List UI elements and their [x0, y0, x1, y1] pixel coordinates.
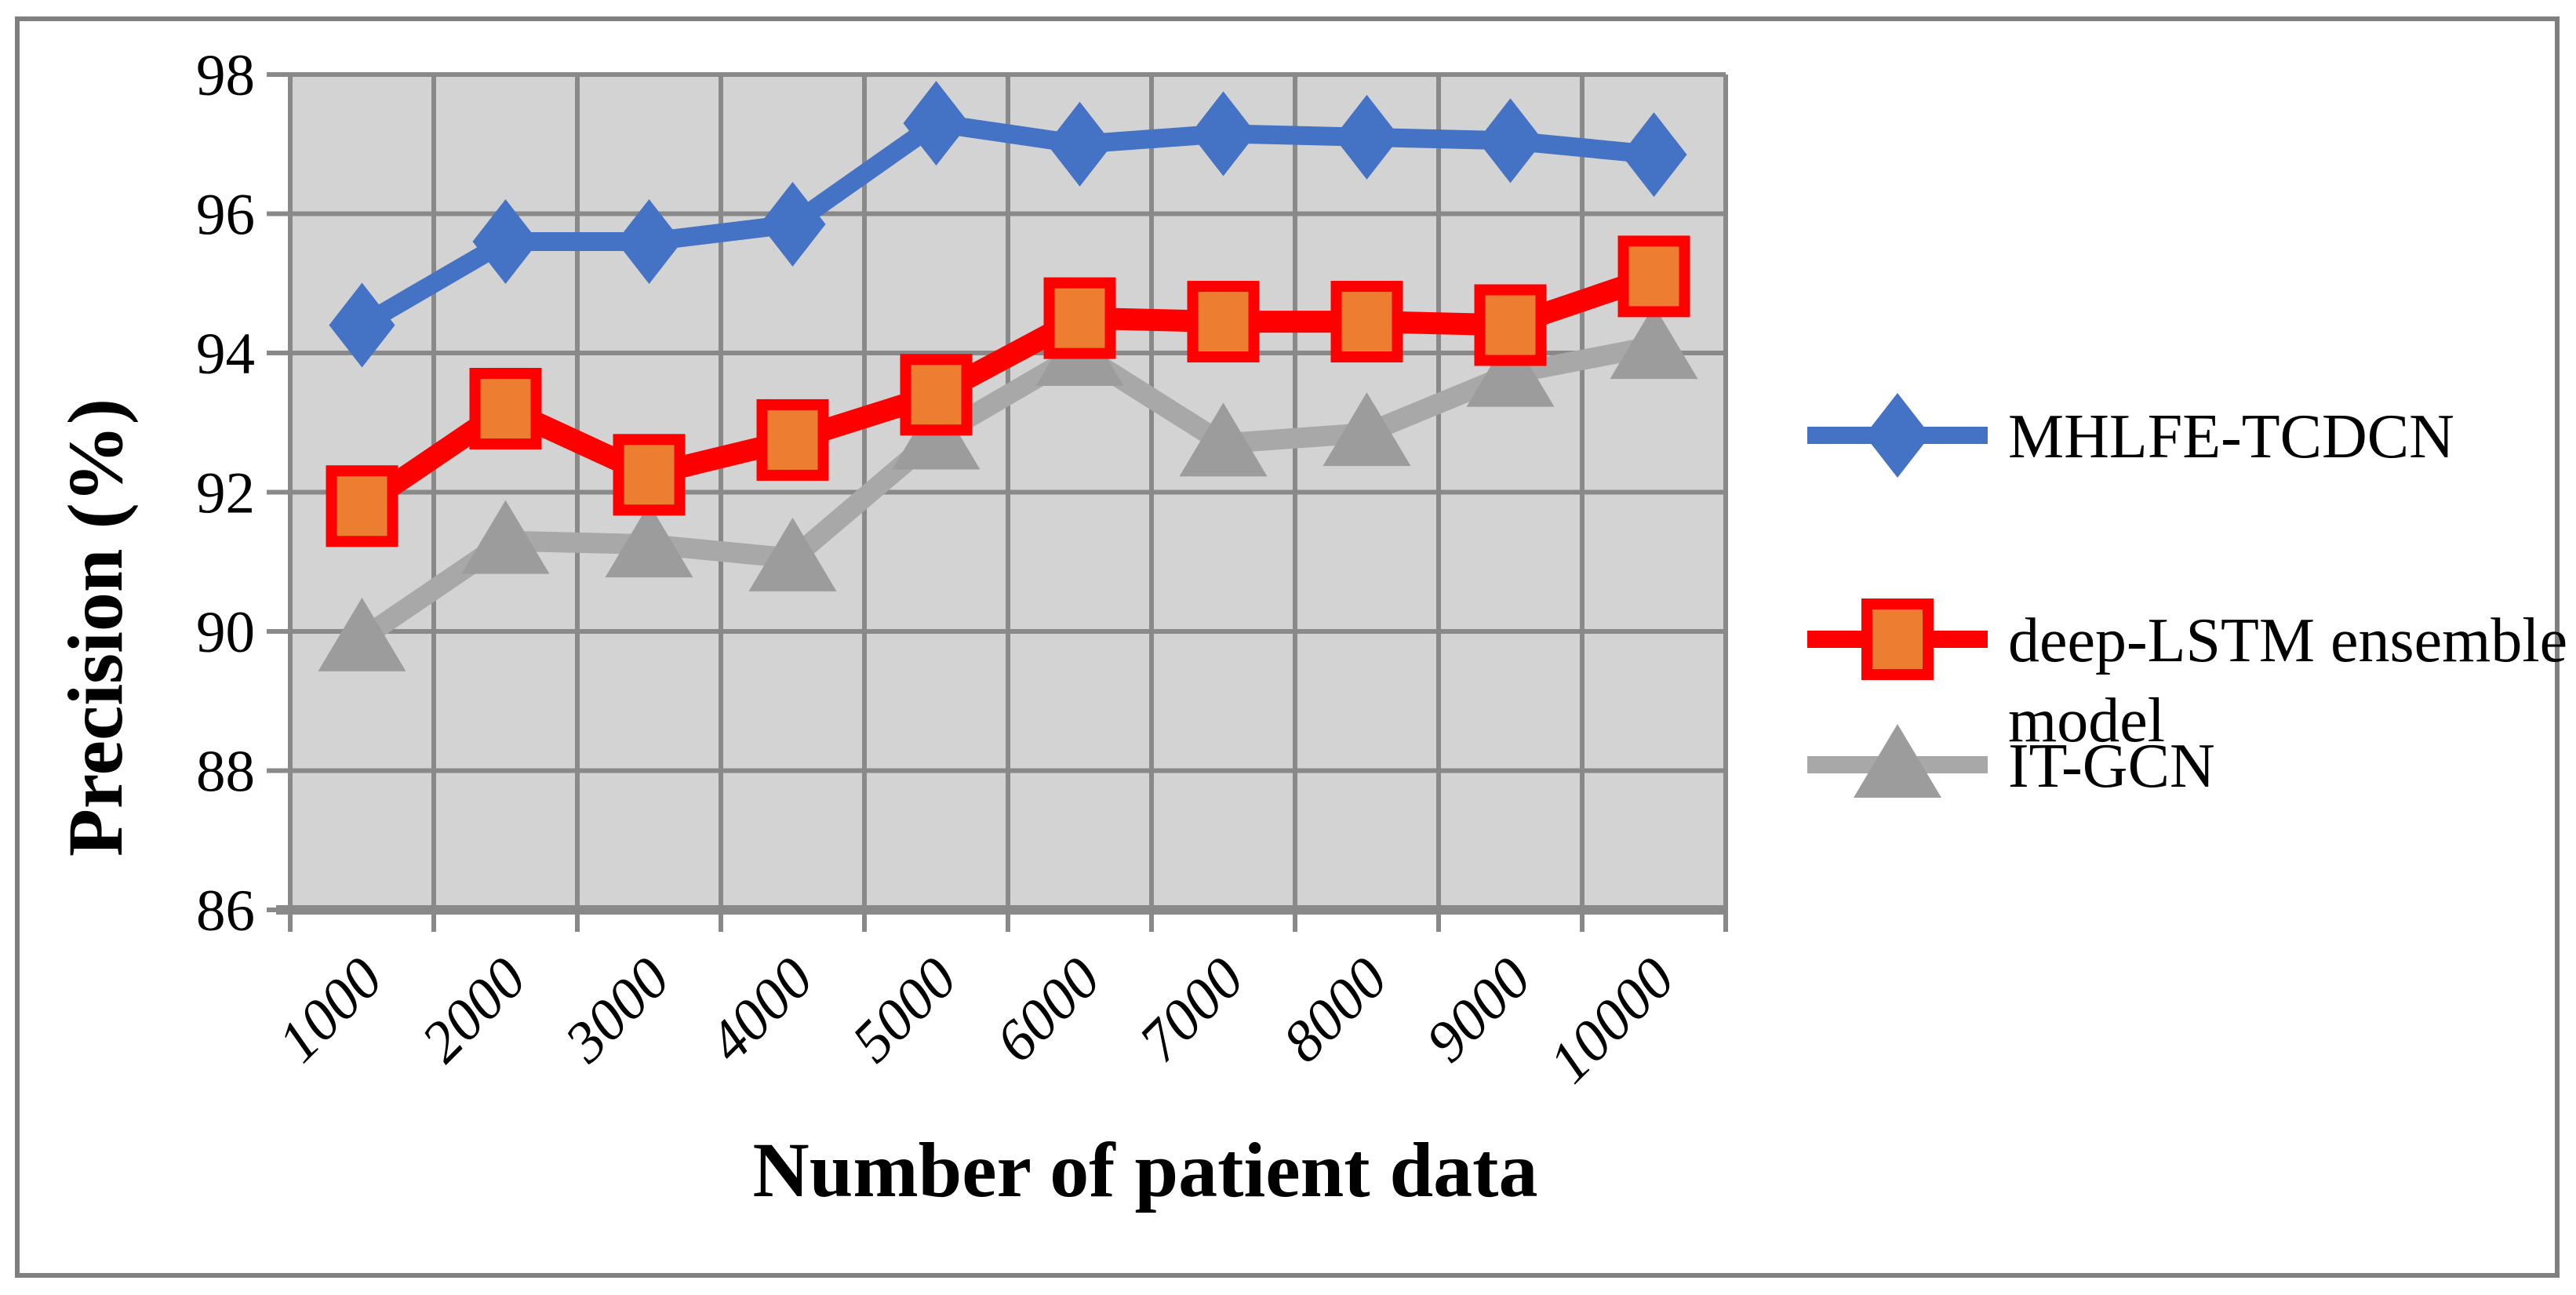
- data-point-marker-mhlfe-tcdcn: [1477, 98, 1544, 184]
- data-point-marker-it-gcn: [1323, 392, 1411, 467]
- data-point-marker-deep-lstm-ensemble-model: [326, 465, 398, 547]
- data-point-marker-mhlfe-tcdcn: [1046, 101, 1113, 187]
- data-point-marker-deep-lstm-ensemble-model: [1330, 281, 1403, 363]
- series-line-deep-lstm-ensemble-model: [355, 266, 1658, 515]
- data-point-marker-deep-lstm-ensemble-model: [469, 368, 542, 449]
- data-point-marker-deep-lstm-ensemble-model: [1474, 284, 1547, 366]
- x-axis-title: Number of patient data: [753, 1126, 1538, 1213]
- data-point-marker-deep-lstm-ensemble-model: [613, 434, 686, 516]
- data-point-marker-mhlfe-tcdcn: [1621, 112, 1687, 198]
- legend: MHLFE-TCDCN deep-LSTM ensemble model IT-…: [1807, 393, 2576, 801]
- series-line-mhlfe-tcdcn: [357, 113, 1655, 333]
- legend-label-mhlfe-tcdcn: MHLFE-TCDCN: [2008, 402, 2454, 471]
- y-tick-label: 98: [196, 43, 255, 108]
- series-deep-lstm-ensemble-model: [326, 235, 1690, 547]
- y-tick-label: 90: [196, 600, 255, 665]
- data-point-marker-it-gcn: [748, 517, 837, 591]
- data-point-marker-deep-lstm-ensemble-model: [1617, 235, 1690, 318]
- y-tick-label: 92: [196, 461, 255, 526]
- y-axis-title: Precision (%): [52, 398, 139, 857]
- y-tick-label: 88: [196, 740, 255, 805]
- data-point-marker-deep-lstm-ensemble-model: [900, 354, 973, 436]
- data-point-marker-it-gcn: [461, 500, 550, 574]
- data-point-marker-deep-lstm-ensemble-model: [1187, 281, 1260, 363]
- data-point-marker-deep-lstm-ensemble-model: [1043, 277, 1116, 359]
- legend-label-it-gcn: IT-GCN: [2008, 732, 2215, 801]
- data-point-marker-it-gcn: [318, 597, 406, 671]
- data-point-marker-mhlfe-tcdcn: [1333, 94, 1400, 180]
- y-tick-label: 86: [196, 878, 255, 944]
- legend-marker-mhlfe-tcdcn: [1865, 393, 1930, 478]
- legend-label-deep-lstm-ensemble-model: deep-LSTM ensemble model: [2008, 606, 2576, 755]
- series-it-gcn: [318, 305, 1698, 671]
- data-point-marker-it-gcn: [1179, 402, 1268, 477]
- data-point-marker-mhlfe-tcdcn: [472, 199, 539, 284]
- data-point-marker-it-gcn: [1466, 333, 1555, 407]
- data-point-marker-mhlfe-tcdcn: [759, 181, 826, 267]
- data-point-marker-it-gcn: [1610, 305, 1698, 380]
- y-tick-label: 96: [196, 183, 255, 248]
- legend-marker-it-gcn: [1854, 724, 1941, 798]
- data-point-marker-deep-lstm-ensemble-model: [756, 398, 829, 481]
- y-tick-label: 94: [196, 322, 255, 387]
- data-point-marker-mhlfe-tcdcn: [903, 81, 970, 166]
- data-point-marker-it-gcn: [605, 504, 693, 578]
- series-line-it-gcn: [356, 336, 1656, 647]
- legend-marker-deep-lstm-ensemble-model: [1861, 598, 1934, 680]
- data-point-marker-mhlfe-tcdcn: [1190, 91, 1257, 176]
- data-point-marker-mhlfe-tcdcn: [329, 282, 395, 368]
- data-point-marker-mhlfe-tcdcn: [616, 199, 682, 284]
- legend-markers: [1807, 393, 1988, 798]
- series-mhlfe-tcdcn: [329, 81, 1687, 368]
